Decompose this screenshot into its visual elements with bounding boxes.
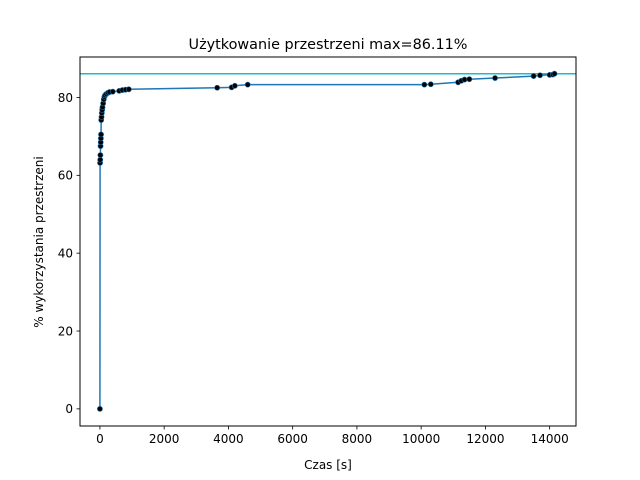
y-tick-label: 40 bbox=[58, 246, 73, 260]
y-tick-label: 80 bbox=[58, 91, 73, 105]
data-point bbox=[231, 82, 238, 89]
y-axis-ticks: 0 20 40 60 80 bbox=[58, 91, 80, 416]
data-point bbox=[214, 84, 221, 91]
data-point bbox=[97, 405, 103, 412]
data-point bbox=[461, 76, 468, 83]
x-tick-label: 0 bbox=[96, 432, 104, 446]
y-tick-label: 0 bbox=[65, 402, 73, 416]
x-tick-label: 2000 bbox=[149, 432, 180, 446]
data-point bbox=[427, 81, 434, 88]
data-point bbox=[530, 73, 537, 79]
x-tick-label: 10000 bbox=[402, 432, 440, 446]
data-point bbox=[98, 131, 104, 138]
y-tick-label: 60 bbox=[58, 169, 73, 183]
plot-area bbox=[80, 70, 576, 412]
data-point bbox=[244, 81, 251, 88]
data-point bbox=[551, 70, 558, 77]
data-point bbox=[109, 88, 116, 95]
data-point bbox=[421, 81, 428, 88]
data-point bbox=[97, 152, 104, 158]
x-tick-label: 14000 bbox=[531, 432, 569, 446]
data-point bbox=[537, 72, 543, 79]
x-tick-label: 12000 bbox=[466, 432, 504, 446]
x-tick-label: 4000 bbox=[213, 432, 244, 446]
data-point bbox=[492, 75, 498, 81]
data-point bbox=[125, 86, 132, 93]
chart-title: Użytkowanie przestrzeni max=86.11% bbox=[189, 37, 468, 53]
x-axis-label: Czas [s] bbox=[304, 458, 352, 472]
y-axis-label: % wykorzystania przestrzeni bbox=[32, 156, 46, 328]
plot-frame bbox=[79, 56, 577, 427]
data-point bbox=[466, 76, 473, 83]
x-axis-ticks: 0 2000 4000 6000 8000 10000 12000 14000 bbox=[96, 426, 569, 446]
x-tick-label: 8000 bbox=[342, 432, 373, 446]
y-tick-label: 20 bbox=[58, 324, 73, 338]
x-tick-label: 6000 bbox=[277, 432, 308, 446]
